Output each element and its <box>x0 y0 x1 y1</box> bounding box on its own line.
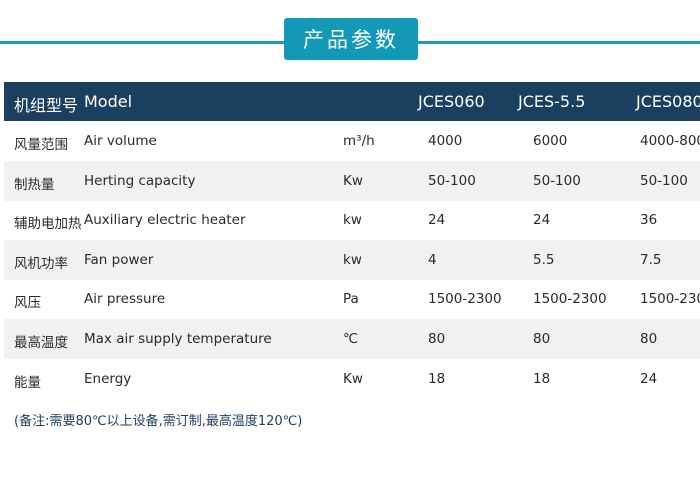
cell-cn: 风机功率 <box>14 255 68 272</box>
footnote: (备注:需要80℃以上设备,需订制,最高温度120℃) <box>14 414 303 429</box>
cell-values-2: 24 <box>640 370 658 387</box>
header-model-3: JCES080 <box>636 92 700 111</box>
table-row: 风压 Air pressure Pa 1500-2300 1500-2300 1500-2… <box>4 279 700 319</box>
cell-cn: 风量范围 <box>14 137 68 153</box>
header-model-cn: 机组型号 <box>14 96 79 115</box>
table-header: 机组型号 Model JCES060 JCES-5.5 JCES080 <box>4 82 700 121</box>
header-model-1: JCES060 <box>418 92 485 111</box>
cell-values-0: 1500-2300 <box>428 291 502 308</box>
cell-en: Air pressure <box>84 291 166 308</box>
cell-unit: kw <box>343 251 362 268</box>
table-row: 制热量 Herting capacity Kw 50-100 50-100 50-100 <box>4 160 700 201</box>
cell-unit: ℃ <box>343 331 359 347</box>
cell-en: Auxiliary electric heater <box>84 212 246 229</box>
cell-values-1: 24 <box>533 212 551 229</box>
cell-unit: Pa <box>343 291 359 308</box>
cell-values-2: 4000-8000 <box>640 133 700 149</box>
cell-values-2: 80 <box>640 331 658 347</box>
cell-values-0: 18 <box>428 370 446 387</box>
cell-values-0: 4000 <box>428 133 463 149</box>
cell-cn: 辅助电加热 <box>14 216 82 233</box>
table-row: 风量范围 Air volume m³/h 4000 6000 4000-8000 <box>4 121 700 161</box>
cell-en: Fan power <box>84 251 154 268</box>
cell-values-2: 36 <box>640 212 658 229</box>
cell-unit: Kw <box>343 172 363 189</box>
cell-values-2: 7.5 <box>640 251 662 268</box>
table-row: 最高温度 Max air supply temperature ℃ 80 80 80 <box>4 319 700 359</box>
cell-values-1: 50-100 <box>533 172 581 189</box>
cell-values-1: 18 <box>533 370 551 387</box>
cell-unit: m³/h <box>343 133 375 149</box>
cell-cn: 制热量 <box>14 176 55 193</box>
cell-unit: Kw <box>343 370 363 387</box>
cell-cn: 最高温度 <box>14 335 68 351</box>
cell-values-0: 24 <box>428 212 446 229</box>
cell-values-2: 1500-2300 <box>640 291 700 308</box>
cell-unit: kw <box>343 212 362 229</box>
cell-values-0: 4 <box>428 251 437 268</box>
header-model-2: JCES-5.5 <box>518 92 586 111</box>
cell-values-1: 80 <box>533 331 551 347</box>
cell-values-1: 5.5 <box>533 251 555 268</box>
cell-values-1: 1500-2300 <box>533 291 607 308</box>
cell-en: Air volume <box>84 133 157 149</box>
table-row: 风机功率 Fan power kw 4 5.5 7.5 <box>4 239 700 280</box>
table-row: 能量 Energy Kw 18 18 24 <box>4 359 700 399</box>
cell-values-0: 50-100 <box>428 172 476 189</box>
cell-cn: 能量 <box>14 374 41 391</box>
cell-values-2: 50-100 <box>640 172 688 189</box>
cell-en: Max air supply temperature <box>84 331 272 347</box>
cell-values-1: 6000 <box>533 133 568 149</box>
section-title: 产品参数 <box>284 18 418 60</box>
cell-cn: 风压 <box>14 295 41 312</box>
cell-en: Herting capacity <box>84 172 196 189</box>
cell-values-0: 80 <box>428 331 446 347</box>
header-model-en: Model <box>84 92 133 111</box>
table-row: 辅助电加热 Auxiliary electric heater kw 24 24 36 <box>4 200 700 240</box>
cell-en: Energy <box>84 370 132 387</box>
